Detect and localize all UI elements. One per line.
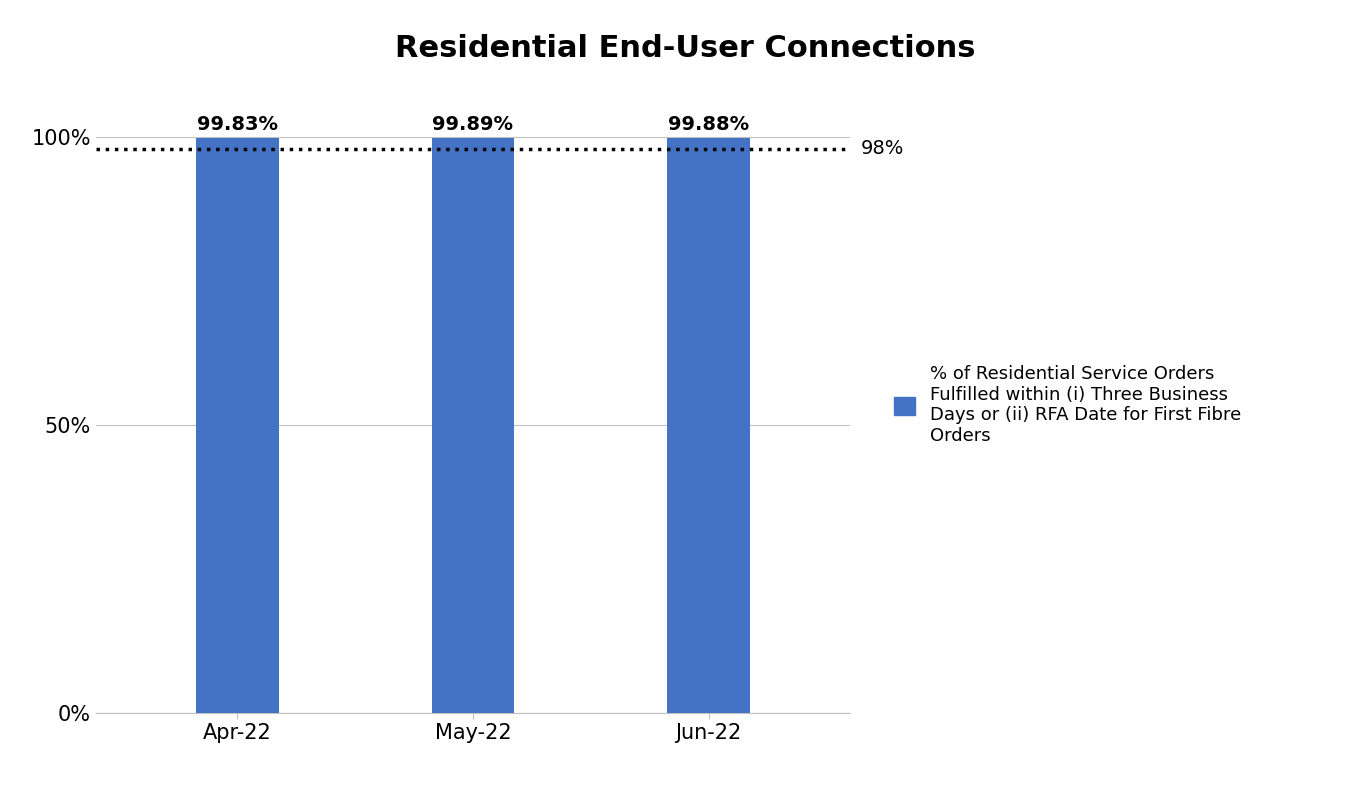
Bar [668, 139, 750, 713]
Text: 99.89%: 99.89% [432, 114, 514, 134]
Bar [196, 139, 278, 713]
Bar [432, 139, 514, 713]
Legend: % of Residential Service Orders
Fulfilled within (i) Three Business
Days or (ii): % of Residential Service Orders Fulfille… [887, 357, 1248, 453]
Text: Residential End-User Connections: Residential End-User Connections [395, 34, 976, 63]
Text: 99.88%: 99.88% [668, 114, 749, 134]
Text: 99.83%: 99.83% [197, 115, 278, 134]
Text: 98%: 98% [861, 139, 905, 159]
